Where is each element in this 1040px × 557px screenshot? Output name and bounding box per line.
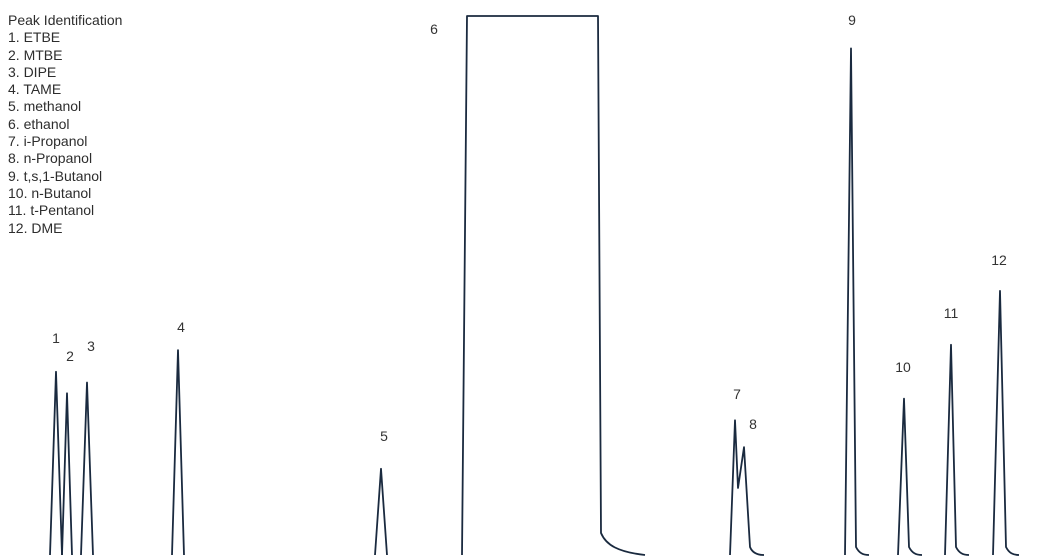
legend-item: 12. DME xyxy=(8,219,63,236)
peak-2-trace xyxy=(61,392,73,556)
legend-item: 10. n-Butanol xyxy=(8,184,92,201)
peak-6-trace xyxy=(461,15,646,556)
legend-item: 3. DIPE xyxy=(8,63,57,80)
peak-1-trace xyxy=(49,370,63,556)
legend-item: 2. MTBE xyxy=(8,46,63,63)
legend-item: 6. ethanol xyxy=(8,115,70,132)
peak-7-label: 7 xyxy=(733,386,741,402)
legend-item: 1. ETBE xyxy=(8,29,61,46)
peak-legend: Peak Identification 1. ETBE 2. MTBE 3. D… xyxy=(8,12,122,237)
legend-item: 8. n-Propanol xyxy=(8,150,93,167)
peak-12-label: 12 xyxy=(991,252,1007,268)
peak-4-trace xyxy=(171,349,185,556)
peak-3-trace xyxy=(80,381,94,556)
peak-6-label: 6 xyxy=(430,21,438,37)
legend-item: 9. t,s,1-Butanol xyxy=(8,167,103,184)
peak-1-label: 1 xyxy=(52,330,60,346)
legend-item: 5. methanol xyxy=(8,98,82,115)
peak-12-trace xyxy=(992,289,1020,556)
trace-layer xyxy=(49,15,1020,556)
legend-item: 7. i-Propanol xyxy=(8,133,88,150)
legend-item: 4. TAME xyxy=(8,81,62,98)
peak-8-label: 8 xyxy=(749,416,757,432)
peak-9-label: 9 xyxy=(848,12,856,28)
peak-10-label: 10 xyxy=(895,359,911,375)
peak-10-trace xyxy=(897,397,923,556)
peak-2-label: 2 xyxy=(66,348,74,364)
peak-11-label: 11 xyxy=(944,305,959,321)
peak-3-label: 3 xyxy=(87,338,95,354)
peak-7-8-trace xyxy=(729,419,765,556)
peak-9-trace xyxy=(844,47,870,556)
legend-item: 11. t-Pentanol xyxy=(8,202,95,219)
peak-5-trace xyxy=(374,467,388,556)
peak-4-label: 4 xyxy=(177,319,185,335)
peak-11-trace xyxy=(944,343,970,556)
peak-5-label: 5 xyxy=(380,428,388,444)
legend-title: Peak Identification xyxy=(8,12,123,28)
